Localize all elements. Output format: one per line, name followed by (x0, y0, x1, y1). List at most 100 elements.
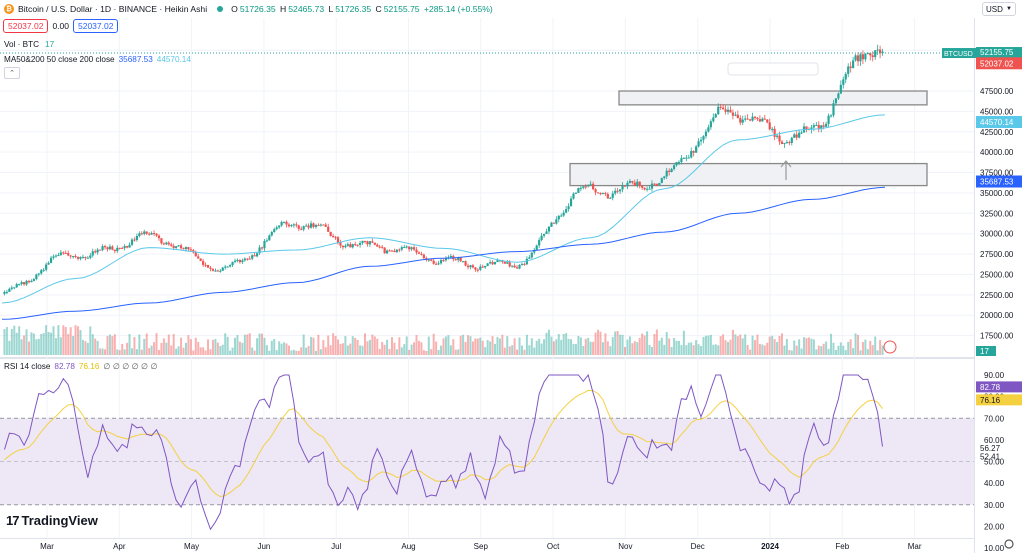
volume-bar (454, 349, 457, 355)
volume-bar (663, 344, 666, 355)
candle-body (395, 249, 398, 253)
settings-gear-icon[interactable] (1004, 539, 1014, 549)
candle-body (778, 135, 781, 142)
volume-bar (180, 337, 183, 355)
symbol-title[interactable]: Bitcoin / U.S. Dollar · 1D · BINANCE · H… (18, 4, 208, 14)
rsi-legend[interactable]: RSI 14 close 82.78 76.16 ∅ ∅ ∅ ∅ ∅ ∅ (4, 361, 158, 371)
candle-body (648, 188, 651, 190)
candle-body (746, 118, 749, 120)
volume-bar (317, 334, 320, 355)
candle-body (167, 242, 170, 245)
candle-body (130, 239, 134, 245)
volume-bar (668, 338, 671, 355)
candle-body (695, 146, 698, 153)
candle-body (263, 241, 266, 249)
symbol-tag-box (942, 48, 976, 59)
volume-bar (459, 335, 462, 355)
candle-body (555, 219, 558, 224)
candle-body (690, 151, 693, 158)
volume-bar (523, 349, 526, 355)
volume-bar (687, 342, 690, 355)
candle-body (839, 84, 842, 94)
candle-body (403, 247, 406, 249)
ma50-price-tag[interactable]: 35687.53 (976, 175, 1022, 188)
volume-bar (138, 334, 141, 355)
volume-bar (405, 336, 408, 355)
candle-body (874, 50, 877, 58)
ma-legend-name: MA50&200 50 close 200 close (4, 55, 115, 64)
currency-select[interactable]: USD ▼ (982, 2, 1016, 16)
volume-bar (474, 338, 477, 355)
candle-body (562, 212, 565, 216)
volume-bar (447, 335, 450, 355)
candle-body (427, 259, 430, 261)
candle-body (577, 187, 580, 193)
currency-value: USD (986, 4, 1003, 14)
volume-bar (327, 335, 330, 355)
candle-body (712, 117, 715, 122)
volume-bar (246, 334, 249, 355)
rsi-legend-value: 82.78 (54, 362, 75, 371)
candle-body (236, 260, 239, 262)
ma200-price-tag[interactable]: 44570.14 (976, 115, 1022, 128)
volume-tag[interactable]: 17 (976, 346, 996, 356)
volume-bar (830, 333, 833, 355)
candle-body (523, 263, 526, 265)
volume-bar (707, 335, 710, 355)
ma-legend[interactable]: MA50&200 50 close 200 close 35687.53 44570… (4, 55, 191, 64)
candle-body (79, 257, 82, 259)
volume-legend[interactable]: Vol · BTC 17 (4, 40, 54, 49)
volume-bar (108, 334, 111, 355)
candle-body (623, 185, 627, 187)
volume-bar (788, 350, 791, 355)
candle-body (270, 232, 273, 236)
candles-group (3, 44, 884, 355)
rsi-tick-label: 60.00 (984, 436, 1005, 445)
volume-bar (305, 347, 308, 355)
volume-bar (5, 327, 8, 355)
flag-icon[interactable] (883, 340, 897, 354)
volume-bar (614, 331, 617, 355)
resistance-zone[interactable] (569, 162, 928, 187)
candle-body (13, 287, 16, 289)
candle-body (209, 267, 212, 269)
rsi-value-tag[interactable]: 82.78 (976, 381, 1022, 393)
volume-bar (442, 338, 445, 355)
candle-body (753, 116, 757, 118)
candle-body (758, 119, 762, 122)
sell-button[interactable]: 52037.02 (3, 19, 49, 33)
collapse-legend-button[interactable]: ⌃ (4, 67, 20, 79)
volume-bar (587, 337, 590, 355)
candle-body (285, 221, 288, 225)
candle-body (599, 192, 602, 195)
volume-bar (8, 340, 11, 355)
volume-bar (538, 338, 541, 355)
candle-body (709, 121, 712, 128)
candle-body (768, 122, 771, 130)
candle-body (604, 193, 607, 195)
bid-price-tag[interactable]: 52037.02 (976, 57, 1022, 70)
time-tick-label: Feb (835, 542, 849, 551)
tradingview-logo[interactable]: 17 TradingView (6, 513, 98, 528)
price-tick-label: 45000.00 (980, 107, 1014, 116)
volume-bar (62, 325, 65, 355)
rsi-signal-tag[interactable]: 76.16 (976, 394, 1022, 406)
candle-body (793, 134, 796, 138)
volume-bar (59, 337, 62, 355)
volume-bar (467, 335, 470, 355)
volume-bar (646, 331, 649, 355)
volume-bar (633, 341, 636, 355)
market-open-dot-icon (217, 6, 224, 12)
candle-body (258, 247, 261, 254)
volume-bar (214, 338, 217, 355)
buy-button[interactable]: 52037.02 (73, 19, 119, 33)
candle-body (20, 282, 23, 285)
resistance-zone[interactable] (618, 90, 928, 106)
candle-body (376, 244, 379, 247)
candle-body (94, 251, 97, 253)
candle-body (641, 185, 644, 188)
rsi-legend-name: RSI 14 close (4, 362, 51, 371)
candle-body (650, 183, 654, 189)
candle-body (143, 231, 146, 235)
